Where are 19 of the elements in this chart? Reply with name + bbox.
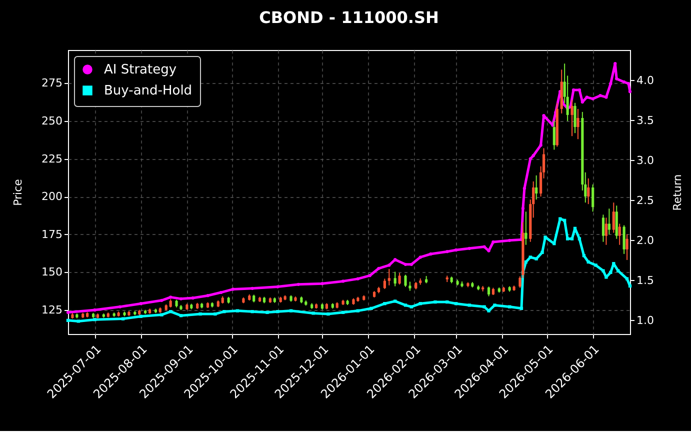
y-tick-label: 150: [42, 266, 62, 279]
y2-tick-label: 3.5: [636, 114, 654, 127]
y2-tick-label: 1.0: [636, 314, 654, 327]
chart-title: CBOND - 111000.SH: [259, 8, 439, 27]
y-tick-label: 125: [42, 303, 62, 316]
y2-tick-label: 2.5: [636, 194, 654, 207]
y2-tick-label: 4.0: [636, 74, 654, 87]
y-tick-label: 225: [42, 152, 62, 166]
y2-axis-title: Return: [670, 174, 684, 211]
y-tick-label: 275: [42, 76, 62, 90]
y-tick-label: 200: [42, 190, 62, 204]
legend-label: AI Strategy: [104, 62, 177, 78]
legend-label: Buy-and-Hold: [104, 84, 192, 98]
y-tick-label: 175: [42, 228, 62, 241]
y2-tick-label: 3.0: [636, 154, 654, 167]
y-tick-label: 250: [42, 114, 62, 128]
y2-tick-label: 2.0: [636, 234, 654, 247]
y-axis-title: Price: [12, 178, 25, 206]
y2-tick-label: 1.5: [636, 274, 654, 287]
